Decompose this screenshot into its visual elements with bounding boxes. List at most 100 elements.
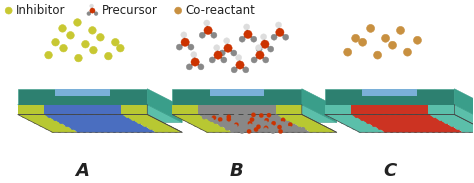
- Circle shape: [27, 117, 32, 121]
- Circle shape: [283, 34, 289, 40]
- Circle shape: [402, 117, 406, 121]
- Circle shape: [226, 114, 230, 118]
- Circle shape: [70, 129, 74, 133]
- Circle shape: [111, 38, 119, 46]
- Circle shape: [359, 123, 363, 127]
- Circle shape: [200, 126, 204, 130]
- Circle shape: [107, 117, 111, 121]
- Circle shape: [77, 129, 81, 133]
- Circle shape: [271, 34, 277, 40]
- Circle shape: [244, 30, 252, 38]
- Circle shape: [231, 126, 235, 130]
- Circle shape: [71, 123, 75, 127]
- Circle shape: [202, 114, 206, 118]
- Circle shape: [317, 123, 321, 127]
- Circle shape: [45, 126, 49, 130]
- Circle shape: [243, 129, 247, 133]
- Circle shape: [426, 114, 430, 118]
- Circle shape: [426, 117, 430, 121]
- Circle shape: [89, 123, 93, 127]
- Circle shape: [113, 126, 117, 130]
- Circle shape: [458, 117, 462, 121]
- Circle shape: [450, 126, 454, 130]
- Circle shape: [22, 114, 26, 118]
- Circle shape: [83, 123, 87, 127]
- Circle shape: [396, 126, 400, 130]
- Polygon shape: [210, 89, 264, 96]
- Circle shape: [220, 114, 224, 118]
- Circle shape: [144, 120, 147, 124]
- Circle shape: [201, 123, 204, 127]
- Polygon shape: [428, 115, 474, 132]
- Circle shape: [408, 123, 412, 127]
- Circle shape: [396, 117, 400, 121]
- Circle shape: [251, 57, 257, 63]
- Circle shape: [167, 129, 172, 133]
- Circle shape: [264, 126, 268, 130]
- Circle shape: [143, 123, 147, 127]
- Circle shape: [188, 44, 194, 50]
- Circle shape: [39, 123, 43, 127]
- Circle shape: [297, 126, 301, 130]
- Circle shape: [105, 52, 112, 60]
- Circle shape: [432, 123, 436, 127]
- Circle shape: [433, 114, 437, 118]
- Text: Co-reactant: Co-reactant: [185, 4, 255, 17]
- Circle shape: [309, 129, 313, 133]
- Circle shape: [90, 46, 97, 54]
- Circle shape: [438, 129, 441, 133]
- Circle shape: [285, 126, 289, 130]
- Circle shape: [47, 114, 52, 118]
- Circle shape: [126, 114, 129, 118]
- Circle shape: [213, 123, 217, 127]
- Circle shape: [414, 123, 418, 127]
- Circle shape: [132, 114, 136, 118]
- Circle shape: [382, 34, 390, 42]
- Circle shape: [95, 126, 99, 130]
- Circle shape: [107, 126, 110, 130]
- Circle shape: [75, 54, 82, 62]
- Circle shape: [34, 117, 38, 121]
- Circle shape: [202, 115, 206, 119]
- Circle shape: [408, 129, 411, 133]
- Circle shape: [189, 117, 192, 121]
- Circle shape: [77, 117, 81, 121]
- Circle shape: [250, 117, 254, 121]
- Circle shape: [52, 38, 59, 46]
- Circle shape: [322, 129, 326, 133]
- Circle shape: [34, 120, 37, 124]
- Circle shape: [101, 120, 105, 124]
- Circle shape: [53, 117, 57, 121]
- Circle shape: [82, 129, 87, 133]
- Circle shape: [191, 58, 199, 66]
- Circle shape: [83, 120, 87, 124]
- Circle shape: [244, 114, 248, 118]
- Polygon shape: [18, 89, 147, 105]
- Circle shape: [219, 113, 223, 117]
- Circle shape: [305, 117, 310, 121]
- Circle shape: [280, 117, 283, 121]
- Circle shape: [303, 129, 307, 133]
- Circle shape: [298, 123, 301, 127]
- Circle shape: [243, 123, 247, 127]
- Circle shape: [285, 123, 289, 127]
- Text: B: B: [230, 162, 244, 180]
- Circle shape: [53, 120, 57, 124]
- Circle shape: [402, 120, 406, 124]
- Text: Precursor: Precursor: [101, 4, 157, 17]
- Circle shape: [131, 120, 135, 124]
- Circle shape: [373, 114, 376, 118]
- Circle shape: [52, 123, 56, 127]
- Circle shape: [352, 34, 360, 42]
- Circle shape: [273, 117, 278, 121]
- Circle shape: [347, 117, 352, 121]
- Circle shape: [256, 51, 264, 59]
- Circle shape: [279, 126, 283, 130]
- Polygon shape: [55, 89, 109, 96]
- Circle shape: [390, 123, 394, 127]
- Circle shape: [408, 120, 412, 124]
- Circle shape: [262, 114, 266, 118]
- Circle shape: [214, 117, 218, 121]
- Text: A: A: [75, 162, 90, 180]
- Circle shape: [288, 122, 292, 127]
